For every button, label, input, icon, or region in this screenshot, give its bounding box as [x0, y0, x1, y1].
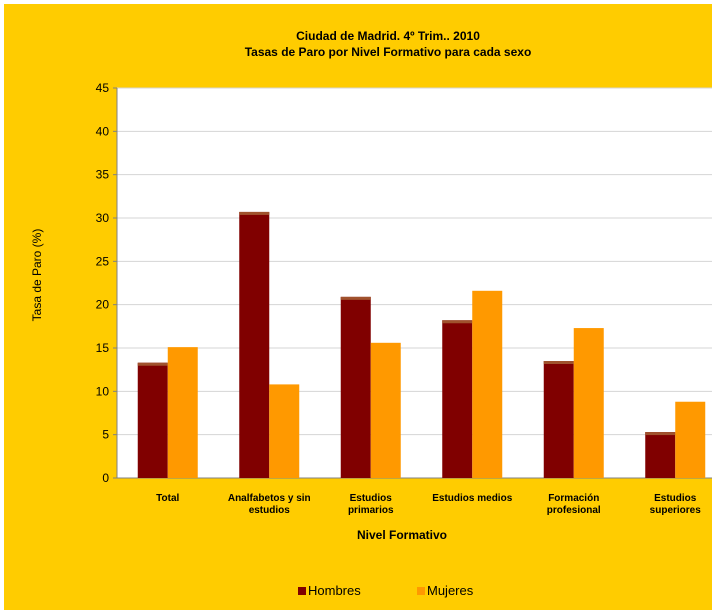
bar-mujeres: [370, 342, 401, 478]
y-tick-label: 15: [96, 341, 110, 355]
legend-swatch-hombres: [298, 587, 306, 595]
bar-mujeres: [472, 290, 503, 478]
bar-mujeres: [675, 401, 706, 478]
bar-top-highlight: [137, 362, 168, 366]
plot-area: [116, 87, 712, 479]
y-tick-label: 5: [102, 428, 109, 442]
y-axis-title: Tasa de Paro (%): [30, 229, 44, 322]
bar-mujeres: [573, 328, 604, 478]
x-axis-title: Nivel Formativo: [357, 528, 447, 542]
category-label: Estudios primarios: [348, 493, 394, 516]
category-label-line: estudios: [249, 505, 291, 516]
bar-hombres: [239, 211, 270, 478]
category-label: Analfabetos y sin estudios: [228, 493, 311, 516]
bar-mujeres: [167, 347, 198, 478]
legend: Hombres Mujeres: [298, 583, 474, 598]
bar-hombres: [442, 320, 473, 478]
category-label-line: Estudios medios: [432, 493, 512, 504]
category-label-line: Total: [156, 493, 179, 504]
legend-label-mujeres: Mujeres: [427, 583, 474, 598]
bar-top-highlight: [543, 361, 574, 364]
chart-area: Ciudad de Madrid. 4º Trim.. 2010 Tasas d…: [4, 4, 712, 610]
bar-top-highlight: [442, 320, 473, 324]
category-label-line: Estudios: [654, 493, 697, 504]
bar-hombres: [543, 361, 574, 478]
y-tick-label: 20: [96, 298, 110, 312]
y-tick-label: 10: [96, 384, 110, 398]
bar-top-highlight: [340, 296, 371, 300]
bar-hombres: [340, 296, 371, 478]
category-label-line: Formación: [548, 493, 599, 504]
category-label-line: superiores: [650, 505, 702, 516]
y-tick-label: 25: [96, 254, 110, 268]
y-tick-label: 45: [96, 81, 110, 95]
bar-hombres: [645, 432, 676, 478]
y-tick-label: 0: [102, 471, 109, 485]
category-label-line: primarios: [348, 505, 394, 516]
y-tick-label: 35: [96, 168, 110, 182]
category-label: Total: [156, 493, 179, 504]
legend-swatch-mujeres: [417, 587, 425, 595]
y-tick-label: 40: [96, 124, 110, 138]
chart-subtitle: Tasas de Paro por Nivel Formativo para c…: [245, 45, 532, 59]
chart-svg: Ciudad de Madrid. 4º Trim.. 2010 Tasas d…: [30, 29, 712, 598]
bar-top-highlight: [239, 211, 270, 215]
category-label: Estudios medios: [432, 493, 512, 504]
bar-top-highlight: [645, 432, 676, 436]
y-tick-label: 30: [96, 211, 110, 225]
bar-mujeres: [269, 384, 300, 478]
plot-layer: 0 5 10 15 20 25 30 35 40 45 Total Analfabetos y sin…: [96, 81, 712, 516]
category-label-line: profesional: [547, 505, 601, 516]
chart-title: Ciudad de Madrid. 4º Trim.. 2010: [296, 29, 480, 43]
category-label: Formación profesional: [547, 493, 601, 516]
legend-label-hombres: Hombres: [308, 583, 361, 598]
category-label: Estudios superiores: [650, 493, 702, 516]
category-label-line: Estudios: [350, 493, 393, 504]
bar-hombres: [137, 362, 168, 478]
category-label-line: Analfabetos y sin: [228, 493, 311, 504]
